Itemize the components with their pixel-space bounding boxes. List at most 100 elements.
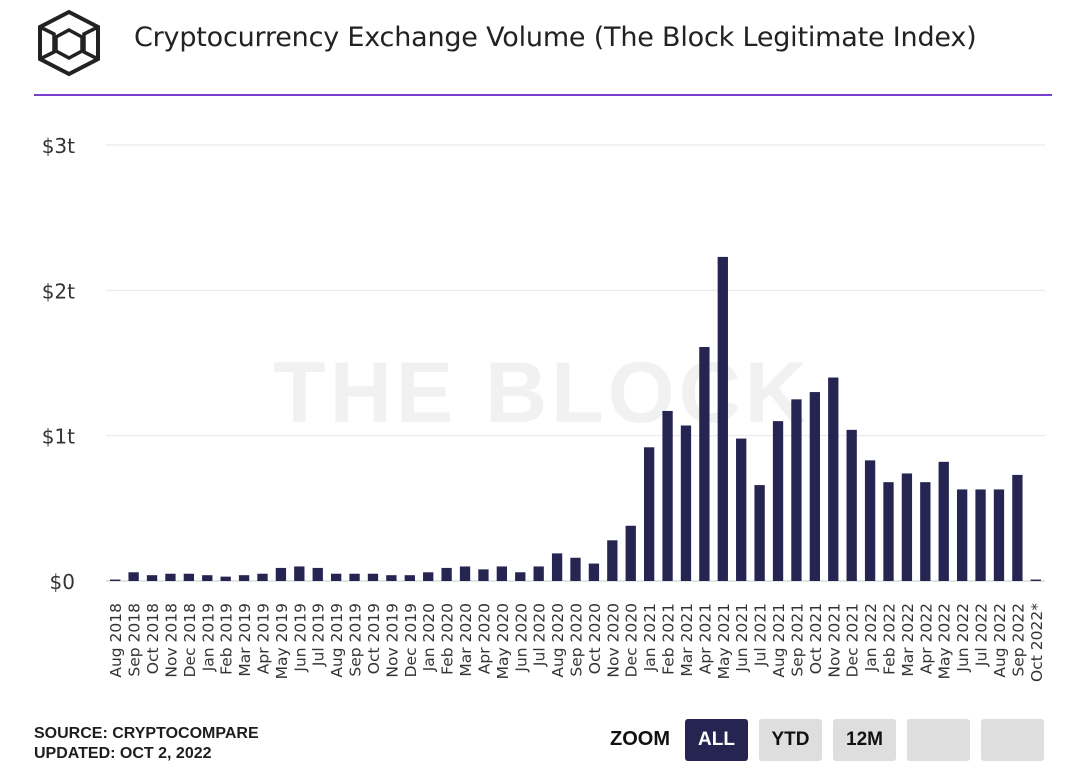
x-tick-label: Jun 2020 — [512, 603, 530, 673]
x-tick-label: Dec 2019 — [402, 603, 420, 677]
watermark: THE BLOCK — [273, 345, 811, 441]
bar — [312, 567, 323, 581]
x-tick-label: Sep 2022 — [1009, 603, 1027, 677]
bar — [367, 573, 379, 581]
zoom-extra-button-2[interactable] — [981, 719, 1044, 761]
bar — [404, 575, 415, 581]
x-tick-label: Sep 2019 — [347, 603, 365, 677]
bar — [828, 377, 839, 581]
x-tick-label: Feb 2022 — [881, 603, 899, 675]
x-tick-label: Nov 2020 — [604, 603, 622, 678]
x-tick-label: Aug 2020 — [549, 603, 567, 678]
bar — [496, 566, 508, 581]
y-tick-label: $2t — [42, 279, 75, 303]
x-tick-label: Jun 2021 — [733, 603, 751, 673]
x-tick-label: Aug 2019 — [328, 603, 346, 678]
zoom-all-button[interactable]: ALL — [685, 719, 748, 761]
bar — [699, 347, 710, 581]
x-tick-label: Jun 2022 — [954, 603, 972, 673]
x-tick-label: Sep 2021 — [788, 603, 806, 677]
the-block-logo — [38, 9, 100, 77]
x-tick-label: May 2020 — [494, 603, 512, 679]
bar — [717, 256, 728, 581]
x-tick-label: Jun 2019 — [291, 603, 309, 673]
x-tick-label: Aug 2021 — [770, 603, 788, 678]
x-tick-label: Mar 2022 — [899, 603, 917, 677]
updated-text: UPDATED: OCT 2, 2022 — [34, 745, 212, 762]
bar — [662, 410, 673, 581]
x-tick-label: Mar 2020 — [457, 603, 475, 677]
bar — [294, 566, 305, 581]
source-text: SOURCE: CRYPTOCOMPARE — [34, 725, 259, 742]
bar — [349, 573, 360, 581]
y-tick-label: $1t — [42, 425, 75, 449]
x-tick-label: Dec 2021 — [844, 603, 862, 677]
bar — [993, 489, 1005, 581]
x-tick-label: Apr 2022 — [917, 603, 935, 674]
x-tick-label: May 2022 — [936, 603, 954, 679]
x-tick-label: May 2021 — [715, 603, 733, 679]
chart-title: Cryptocurrency Exchange Volume (The Bloc… — [134, 22, 977, 53]
bar — [920, 482, 931, 581]
y-tick-label: $0 — [50, 570, 75, 594]
bar — [533, 566, 544, 581]
x-tick-label: Jul 2020 — [531, 603, 549, 667]
bar — [883, 482, 894, 581]
bar — [754, 485, 765, 581]
bar — [864, 460, 876, 581]
bar — [257, 573, 268, 581]
x-tick-label: May 2019 — [273, 603, 291, 679]
bar — [846, 429, 857, 581]
x-tick-label: Sep 2020 — [568, 603, 586, 677]
bar — [330, 573, 342, 581]
bar — [202, 575, 213, 581]
bar — [515, 572, 526, 581]
x-tick-label: Jan 2021 — [641, 603, 659, 672]
bar — [975, 489, 986, 581]
bar — [110, 579, 121, 581]
zoom-label: ZOOM — [610, 728, 670, 750]
bar — [386, 575, 397, 581]
header-divider — [34, 94, 1052, 96]
chart-footer: SOURCE: CRYPTOCOMPARE UPDATED: OCT 2, 20… — [34, 724, 259, 764]
bar — [128, 572, 139, 581]
bar — [220, 576, 231, 581]
x-tick-label: Nov 2021 — [825, 603, 843, 678]
bar — [772, 421, 784, 581]
bar — [680, 425, 692, 581]
x-tick-label: Nov 2018 — [162, 603, 180, 678]
x-tick-label: Jan 2019 — [199, 603, 217, 672]
x-tick-label: Apr 2021 — [696, 603, 714, 674]
bar — [1012, 474, 1023, 581]
x-tick-label: Nov 2019 — [383, 603, 401, 678]
x-tick-label: Aug 2018 — [107, 603, 125, 678]
x-tick-label: Apr 2020 — [475, 603, 493, 674]
bar — [275, 567, 287, 581]
bar — [791, 399, 802, 581]
bar — [551, 553, 563, 581]
x-tick-label: Jul 2019 — [310, 603, 328, 667]
x-tick-label: Dec 2020 — [623, 603, 641, 677]
x-tick-label: Jan 2020 — [420, 603, 438, 672]
bar — [238, 575, 250, 581]
zoom-extra-button-1[interactable] — [907, 719, 970, 761]
bar — [938, 461, 949, 581]
zoom-12m-button[interactable]: 12M — [833, 719, 896, 761]
x-tick-label: Feb 2021 — [660, 603, 678, 675]
x-tick-label: Oct 2019 — [365, 603, 383, 674]
x-tick-label: Mar 2021 — [678, 603, 696, 677]
x-tick-label: Aug 2022 — [991, 603, 1009, 678]
x-tick-label: Oct 2020 — [586, 603, 604, 674]
x-tick-label: Oct 2022* — [1028, 603, 1046, 682]
bar — [809, 392, 821, 581]
bar — [570, 557, 581, 581]
bar — [146, 575, 158, 581]
x-tick-label: Oct 2021 — [807, 603, 825, 674]
x-tick-label: Sep 2018 — [126, 603, 144, 677]
zoom-ytd-button[interactable]: YTD — [759, 719, 822, 761]
x-tick-label: Mar 2019 — [236, 603, 254, 677]
bar — [441, 567, 452, 581]
y-tick-label: $3t — [42, 134, 75, 158]
bar — [423, 572, 434, 581]
bar — [736, 438, 747, 581]
